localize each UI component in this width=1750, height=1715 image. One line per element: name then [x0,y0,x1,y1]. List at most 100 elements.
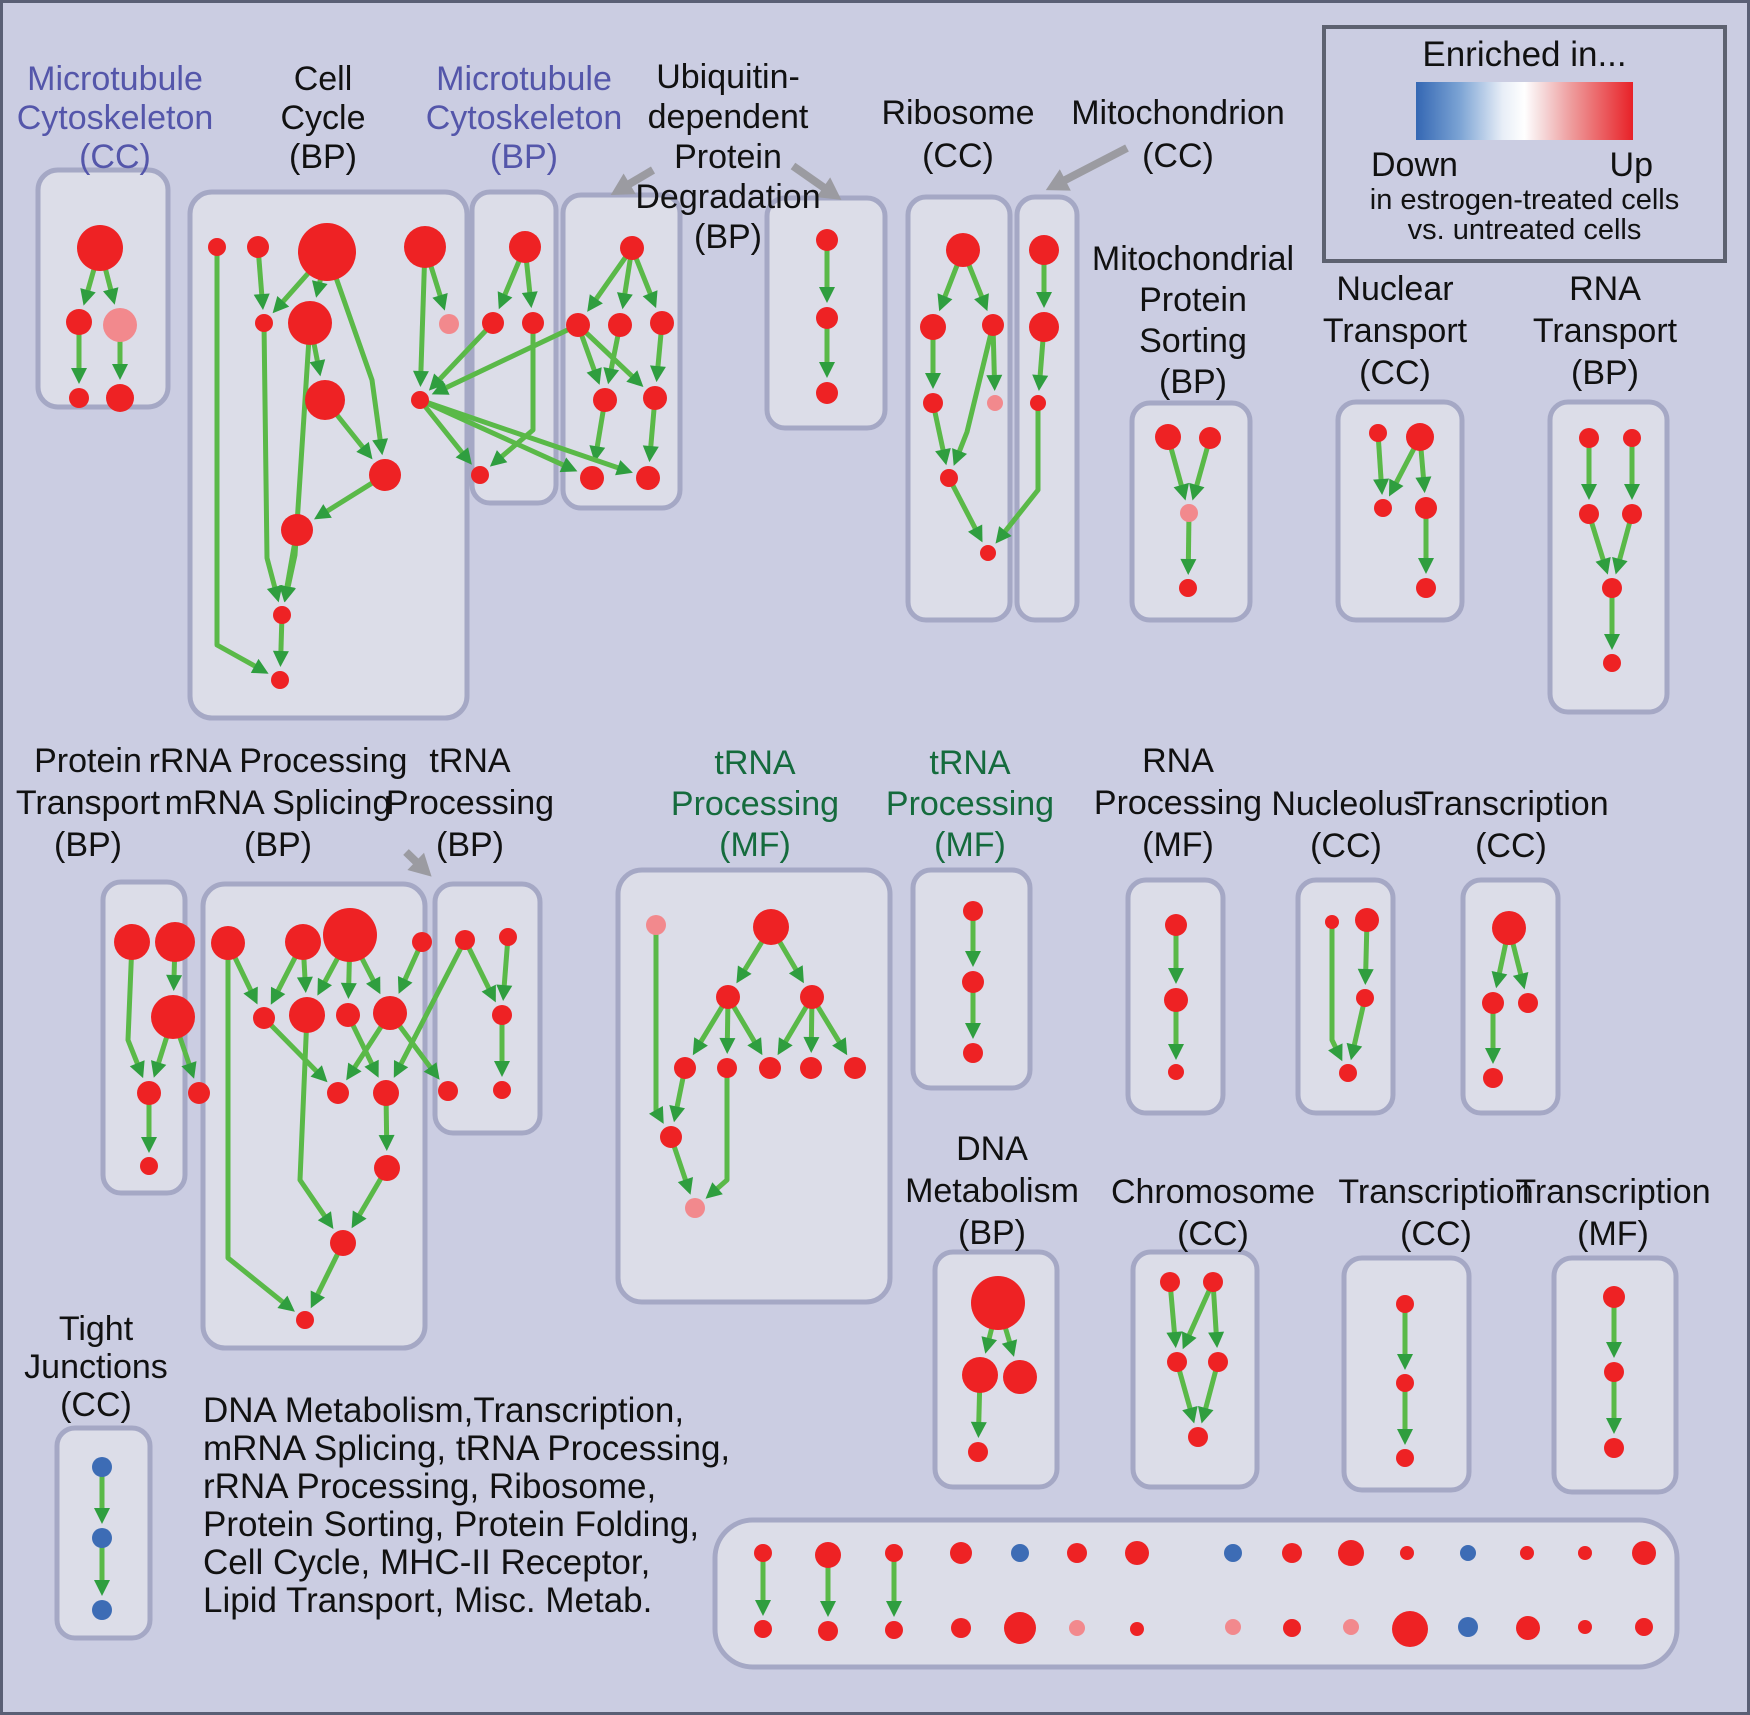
arrowhead-icon [94,1580,110,1596]
legend-up-label: Up [1609,146,1653,184]
arrowhead-icon [925,373,941,389]
legend: Enriched in... Down Up in estrogen-treat… [1322,25,1727,263]
go-term-node [188,1082,210,1104]
go-term-node [920,314,946,340]
edge [438,322,580,393]
arrowhead-icon [103,287,119,305]
go-term-node [1029,312,1059,342]
go-term-node [753,909,789,945]
go-term-node [963,901,983,921]
arrowhead-icon [413,370,429,387]
arrowhead-icon [393,1060,409,1078]
arrowhead-icon [151,1060,167,1078]
note-line: DNA Metabolism,Transcription, [203,1391,685,1430]
cluster-box-nucleolus [1295,877,1396,1116]
go-term-node [92,1457,112,1477]
arrowhead-icon [886,1601,902,1617]
go-term-node [471,466,489,484]
cluster-label-mito-sorting: Sorting [1139,322,1247,360]
cluster-label-trna-mf-1: tRNA [714,744,796,782]
go-term-node [1003,1360,1037,1394]
arrowhead-icon [820,1601,836,1617]
go-term-node [211,926,245,960]
cluster-box-transcription_cc_a [1460,877,1561,1116]
go-term-node [1516,1616,1540,1640]
edge [954,324,996,459]
edge [418,397,571,471]
go-term-node [1579,428,1599,448]
cluster-label-mt-bp: (BP) [490,138,558,176]
cluster-label-dna-metabolism: DNA [956,1130,1028,1168]
note-line: rRNA Processing, Ribosome, [203,1467,657,1506]
arrowhead-icon [642,445,659,463]
cluster-label-dna-metabolism: Metabolism [905,1172,1079,1210]
go-term-node [980,545,996,561]
arrowhead-icon [266,584,283,603]
go-term-node [411,391,429,409]
go-term-node [816,229,838,251]
go-term-node [971,1276,1025,1330]
cluster-label-mt-cc: Cytoskeleton [17,99,214,137]
cluster-label-trna-mf-2: (MF) [934,826,1006,864]
go-term-node [330,1230,356,1256]
cluster-label-rrna: (BP) [244,826,312,864]
go-term-node [885,1621,903,1639]
arrowhead-icon [423,1062,440,1080]
cluster-label-nucleolus: Nucleolus [1271,785,1420,823]
go-term-node [1067,1543,1087,1563]
go-term-node [1492,911,1526,945]
go-term-node [885,1544,903,1562]
go-term-node [1029,235,1059,265]
arrowhead-icon [736,965,752,984]
go-term-node [1225,1619,1241,1635]
cluster-label-mito-sorting: Mitochondrial [1092,240,1294,278]
cluster-label-mt-bp: Cytoskeleton [426,99,623,137]
cluster-label-transcription-cc-mid: Transcription [1413,785,1608,823]
arrowhead-icon [692,1037,708,1056]
go-term-node [1392,1611,1428,1647]
go-term-node [492,1005,512,1025]
edge [1054,144,1129,189]
go-term-node [404,226,446,268]
go-term-node [336,1003,360,1027]
arrowhead-icon [559,457,578,473]
go-term-node [754,1620,772,1638]
go-term-node [982,314,1004,336]
arrowhead-icon [364,1059,379,1078]
arrowhead-icon [995,526,1012,544]
arrowhead-icon [309,359,326,377]
cluster-label-chromosome: (CC) [1177,1215,1249,1253]
cluster-label-nucleolus: (CC) [1310,827,1382,865]
go-term-node [289,997,325,1033]
go-term-node [1518,993,1538,1013]
arrowhead-icon [935,448,951,466]
arrowhead-icon [649,1106,664,1124]
arrowhead-icon [497,291,513,310]
arrowhead-icon [1373,478,1390,495]
arrowhead-icon [141,1137,157,1153]
arrowhead-icon [1173,482,1189,501]
cluster-box-protein_t [100,879,188,1196]
arrowhead-icon [1397,1354,1413,1370]
arrowhead-icon [129,1060,145,1079]
go-term-node [1282,1543,1302,1563]
go-term-node [946,233,980,267]
go-term-node [1458,1617,1478,1637]
cluster-label-rna-transport: (BP) [1571,354,1639,392]
go-term-node [1167,1352,1187,1372]
go-term-node [1416,578,1436,598]
cluster-box-ubiq_a [560,192,683,511]
edge [225,943,290,1309]
cluster-label-dna-metabolism: (BP) [958,1214,1026,1252]
go-term-node [968,1442,988,1462]
edge [297,1014,331,1224]
arrowhead-icon [705,1182,723,1199]
arrowhead-icon [1198,1406,1214,1424]
cluster-label-transcription-mf: Transcription [1515,1173,1710,1211]
arrowhead-icon [1491,971,1508,989]
go-term-node [1415,497,1437,519]
cluster-label-protein-transport: (BP) [54,826,122,864]
go-term-node [493,1081,511,1099]
go-term-node [482,312,504,334]
